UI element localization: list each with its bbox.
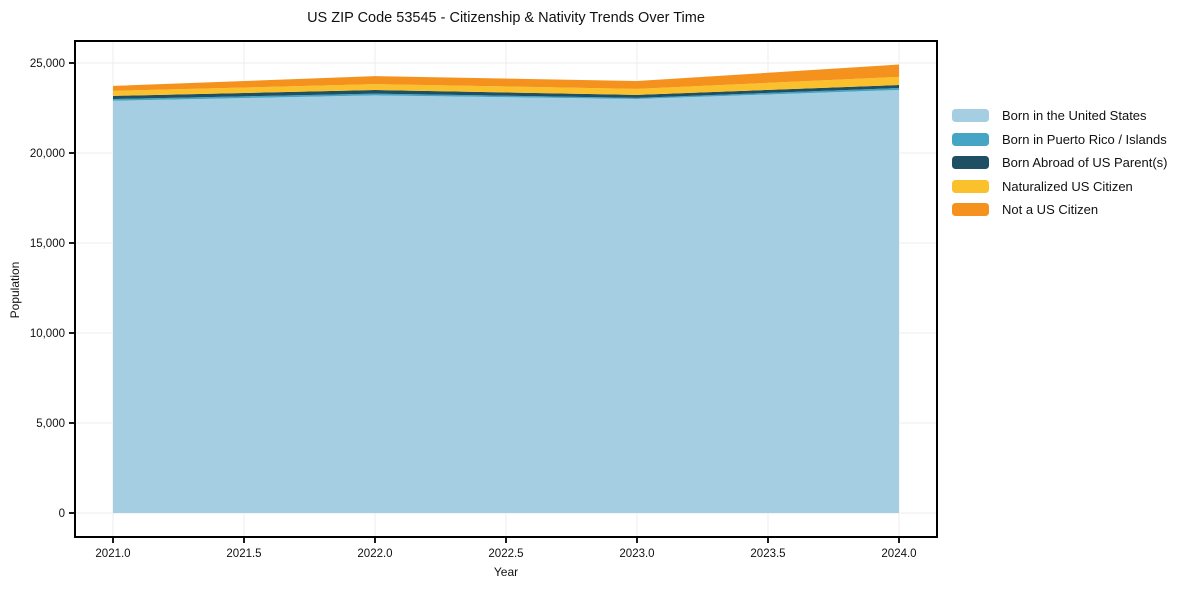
y-tick-label-20,000: 20,000	[30, 148, 65, 160]
y-tick-label-0: 0	[59, 508, 65, 520]
legend-label-3: Naturalized US Citizen	[1002, 178, 1133, 194]
area-series-3-naturalized-us-citizen	[113, 76, 899, 96]
legend-label-2: Born Abroad of US Parent(s)	[1002, 155, 1168, 171]
x-tick-label-2022.5: 2022.5	[488, 548, 523, 560]
area-series-2-born-abroad-of-us-parent-s-	[113, 85, 899, 99]
legend-swatch-3	[952, 179, 989, 193]
chart-title: US ZIP Code 53545 - Citizenship & Nativi…	[307, 10, 705, 26]
y-tick-label-25,000: 25,000	[30, 58, 65, 70]
area-series-group	[113, 64, 899, 513]
legend-label-4: Not a US Citizen	[1002, 202, 1099, 218]
x-tick-label-2021.0: 2021.0	[95, 548, 130, 560]
legend-item-1: Born in Puerto Rico / Islands	[952, 128, 1167, 152]
tick-labels: 2021.0 2021.5 2022.0 2022.5 2023.0 2023.5 2024…	[30, 58, 917, 560]
area-series-0-born-in-the-united-states	[113, 90, 899, 513]
area-series-4-not-a-us-citizen	[113, 64, 899, 91]
legend: Born in the United States Born in Puerto …	[952, 104, 1167, 222]
y-tick-label-10,000: 10,000	[30, 328, 65, 340]
y-tick-label-5,000: 5,000	[36, 418, 65, 430]
legend-item-0: Born in the United States	[952, 104, 1167, 128]
legend-swatch-4	[952, 203, 989, 217]
legend-label-0: Born in the United States	[1002, 108, 1147, 124]
legend-swatch-0	[952, 109, 989, 123]
legend-swatch-2	[952, 156, 989, 170]
x-tick-label-2024.0: 2024.0	[881, 548, 916, 560]
legend-swatch-1	[952, 132, 989, 146]
y-axis-label: Population	[8, 261, 22, 319]
x-tick-label-2021.5: 2021.5	[226, 548, 261, 560]
legend-label-1: Born in Puerto Rico / Islands	[1002, 131, 1167, 147]
x-tick-label-2022.0: 2022.0	[357, 548, 392, 560]
x-axis-label: Year	[493, 565, 519, 579]
y-tick-label-15,000: 15,000	[30, 238, 65, 250]
area-series-1-born-in-puerto-rico-islands	[113, 88, 899, 101]
legend-item-3: Naturalized US Citizen	[952, 175, 1167, 199]
x-tick-label-2023.0: 2023.0	[619, 548, 654, 560]
legend-item-2: Born Abroad of US Parent(s)	[952, 151, 1167, 175]
tick-marks	[69, 62, 900, 543]
legend-item-4: Not a US Citizen	[952, 198, 1167, 222]
x-tick-label-2023.5: 2023.5	[750, 548, 785, 560]
